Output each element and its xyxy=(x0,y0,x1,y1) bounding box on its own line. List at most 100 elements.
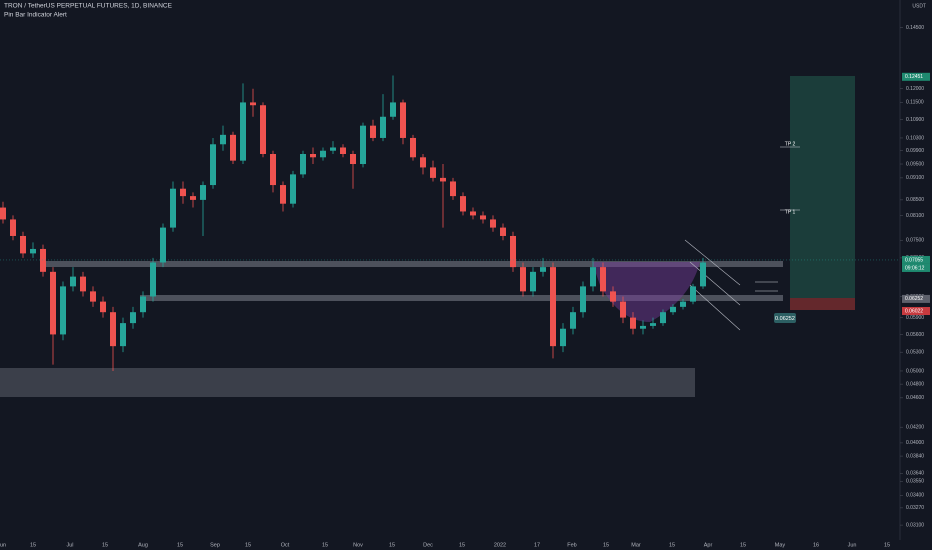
currency: USDT xyxy=(912,3,926,9)
tp-label: TP 1 xyxy=(785,209,796,215)
x-tick-label: Jul xyxy=(66,542,73,548)
candle-body xyxy=(50,271,56,335)
candle-body xyxy=(100,301,106,313)
candle-body xyxy=(180,188,186,197)
candle-body xyxy=(330,147,336,151)
x-tick-label: Sep xyxy=(210,542,220,548)
candle-body xyxy=(260,105,266,154)
y-tick-label: 0.14500 xyxy=(906,25,924,31)
position-tag: 0.06252 xyxy=(775,316,795,322)
candle-body xyxy=(250,102,256,106)
candle-body xyxy=(560,328,566,347)
candle-body xyxy=(290,174,296,204)
resistance-zone xyxy=(45,261,783,267)
candle-body xyxy=(220,134,226,145)
candle-body xyxy=(400,102,406,138)
y-tick-label: 0.03550 xyxy=(906,479,924,485)
candle-body xyxy=(700,262,706,287)
x-tick-label: 15 xyxy=(177,542,183,548)
candle-body xyxy=(380,116,386,138)
candle-body xyxy=(540,267,546,272)
trend-line xyxy=(684,239,741,286)
candle-body xyxy=(310,153,316,158)
candle-body xyxy=(70,276,76,287)
x-tick-label: Dec xyxy=(423,542,433,548)
candle-body xyxy=(190,196,196,200)
candle-body xyxy=(60,286,66,335)
x-tick-label: Apr xyxy=(704,542,713,548)
y-tick-label: 0.09100 xyxy=(906,175,924,181)
x-tick-label: May xyxy=(775,542,786,548)
x-tick-label: 15 xyxy=(603,542,609,548)
y-tick-label: 0.08500 xyxy=(906,197,924,203)
candle-body xyxy=(140,296,146,313)
chart-title: TRON / TetherUS PERPETUAL FUTURES, 1D, B… xyxy=(4,3,173,10)
candle-body xyxy=(490,219,496,228)
price-tag-label: 0.07055 xyxy=(905,257,923,263)
y-tick-label: 0.03100 xyxy=(906,522,924,528)
x-tick-label: 15 xyxy=(30,542,36,548)
candle-body xyxy=(20,235,26,254)
candle-body xyxy=(670,306,676,313)
y-tick-label: 0.10300 xyxy=(906,135,924,141)
price-tag-label: 0.06022 xyxy=(905,308,923,314)
y-tick-label: 0.03840 xyxy=(906,453,924,459)
candle-body xyxy=(350,153,356,165)
y-tick-label: 0.09500 xyxy=(906,161,924,167)
candle-body xyxy=(30,248,36,254)
candle-body xyxy=(650,323,656,326)
trend-line xyxy=(689,261,741,306)
candle-body xyxy=(370,125,376,138)
x-tick-label: un xyxy=(0,542,6,548)
x-tick-label: 17 xyxy=(534,542,540,548)
candle-body xyxy=(80,276,86,292)
candle-body xyxy=(130,312,136,324)
candle-body xyxy=(410,137,416,158)
countdown-box xyxy=(902,263,930,272)
candle-body xyxy=(90,291,96,302)
candle-body xyxy=(420,157,426,168)
candle-body xyxy=(450,181,456,197)
countdown: 09:06:12 xyxy=(905,265,925,271)
y-tick-label: 0.03270 xyxy=(906,505,924,511)
candle-body xyxy=(640,325,646,329)
candle-body xyxy=(630,317,636,329)
x-tick-label: 16 xyxy=(813,542,819,548)
x-tick-label: Nov xyxy=(353,542,363,548)
y-tick-label: 0.04600 xyxy=(906,395,924,401)
candle-body xyxy=(160,227,166,263)
candle-body xyxy=(280,185,286,204)
x-tick-label: 2022 xyxy=(494,542,506,548)
x-tick-label: 15 xyxy=(884,542,890,548)
candle-body xyxy=(40,248,46,272)
candle-body xyxy=(600,267,606,292)
tp-label: TP 2 xyxy=(785,141,796,147)
price-tag-label: 0.12451 xyxy=(905,74,923,80)
price-tag xyxy=(902,294,930,303)
candle-body xyxy=(240,102,246,161)
x-tick-label: 15 xyxy=(740,542,746,548)
y-tick-label: 0.09900 xyxy=(906,148,924,154)
candle-body xyxy=(520,267,526,292)
y-tick-label: 0.04800 xyxy=(906,381,924,387)
candle-body xyxy=(580,286,586,313)
candle-body xyxy=(480,215,486,220)
candle-body xyxy=(10,219,16,236)
candle-body xyxy=(360,125,366,165)
y-tick-label: 0.05300 xyxy=(906,350,924,356)
y-tick-label: 0.11500 xyxy=(906,100,924,106)
trend-line xyxy=(689,284,741,331)
price-tag xyxy=(902,72,930,81)
x-tick-label: 15 xyxy=(389,542,395,548)
candle-body xyxy=(610,291,616,302)
candle-body xyxy=(210,144,216,186)
candle-body xyxy=(590,267,596,287)
candle-body xyxy=(270,153,276,186)
candle-body xyxy=(0,207,6,220)
x-tick-label: 15 xyxy=(245,542,251,548)
candle-body xyxy=(660,312,666,324)
candle-body xyxy=(110,312,116,347)
candle-body xyxy=(510,235,516,268)
x-tick-label: Mar xyxy=(631,542,641,548)
x-tick-label: 15 xyxy=(102,542,108,548)
